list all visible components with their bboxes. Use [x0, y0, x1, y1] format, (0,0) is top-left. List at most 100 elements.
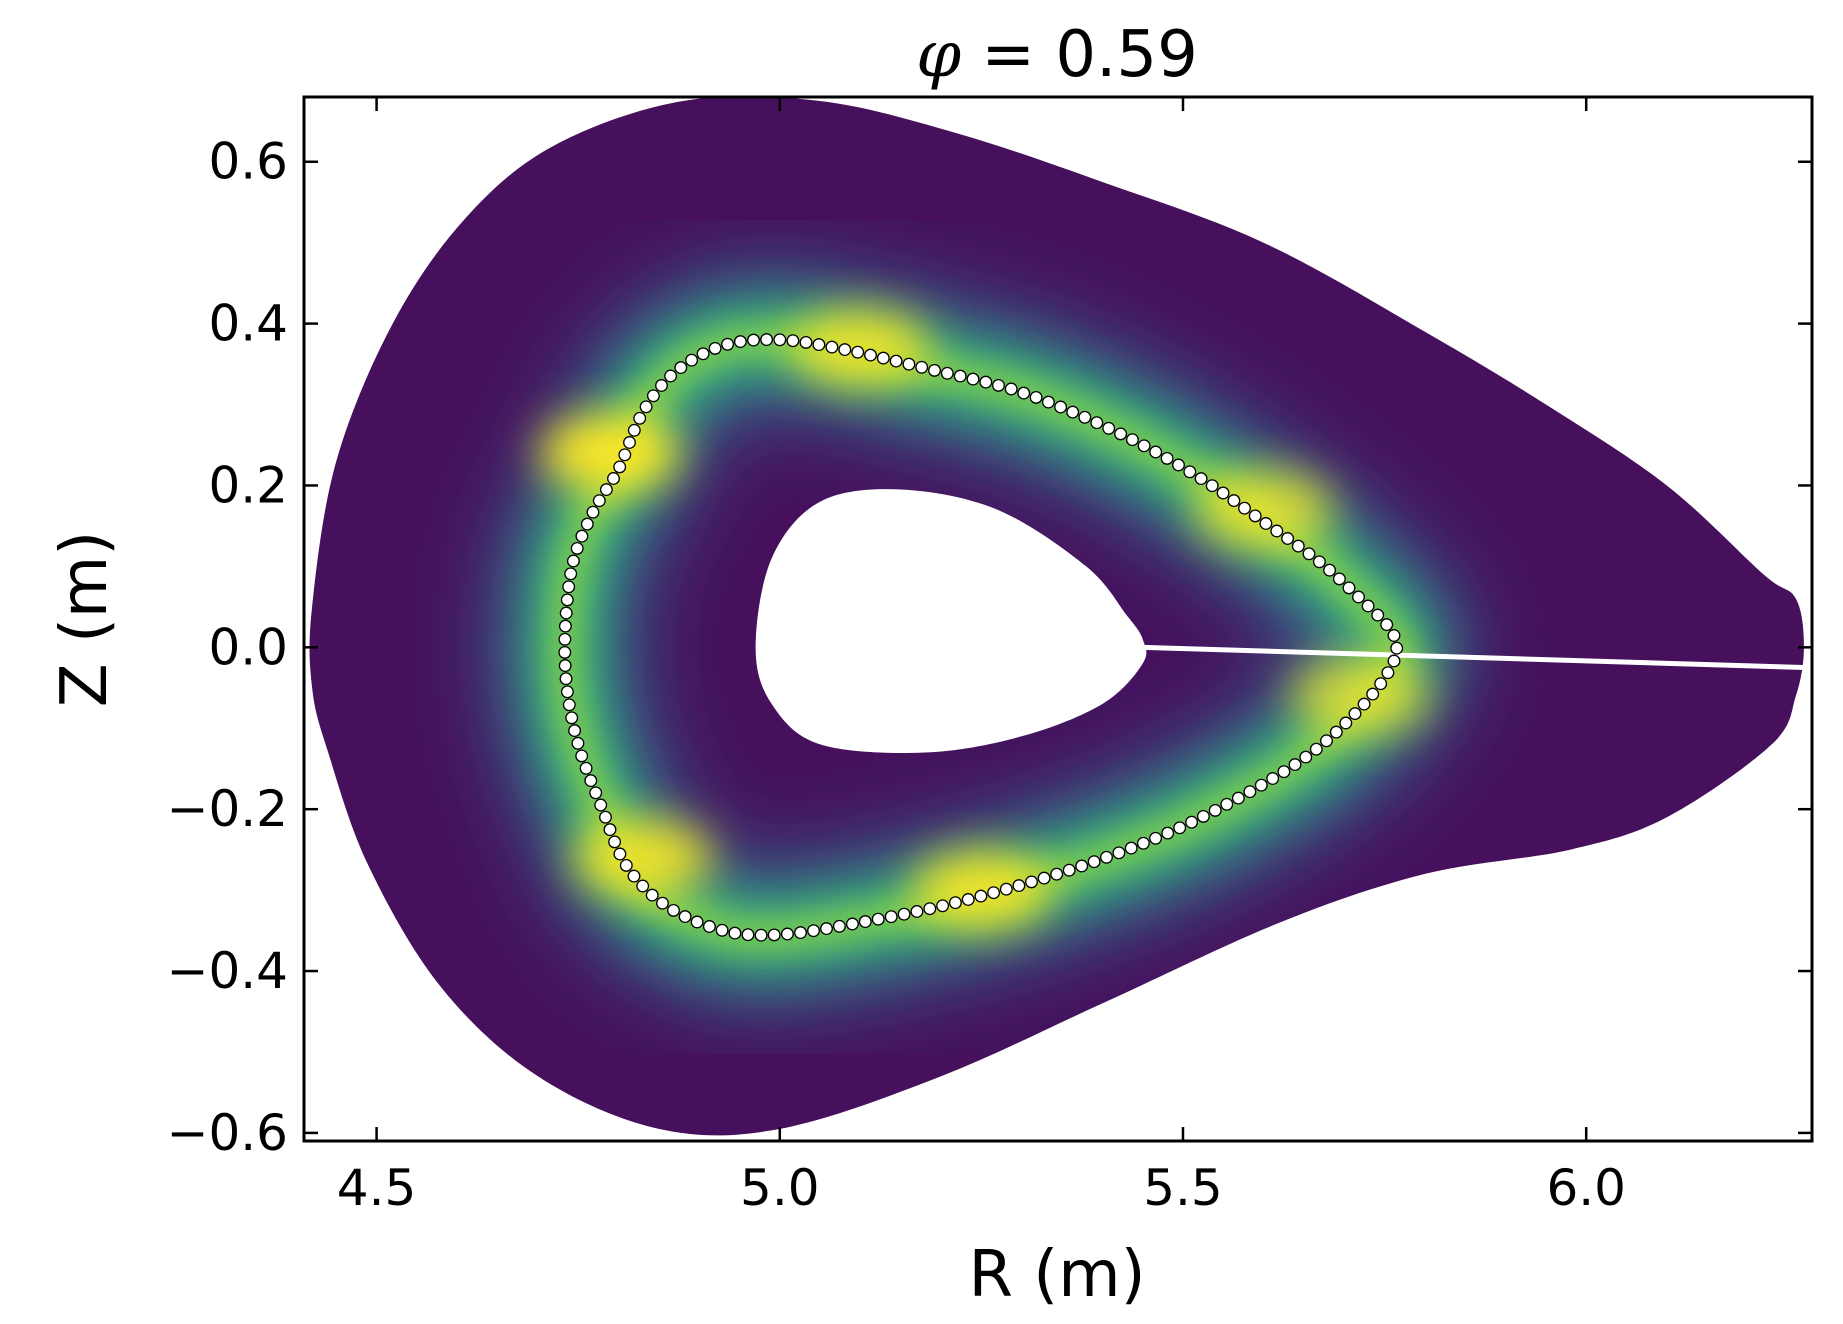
axes-frame [302, 95, 1814, 1143]
slit-gap [1142, 644, 1805, 671]
ridge-marker [715, 923, 729, 937]
ridge-marker [812, 338, 826, 352]
ridge-marker [897, 907, 911, 921]
x-tick-label: 4.5 [337, 1159, 417, 1217]
title-text: = 0.59 [961, 18, 1198, 92]
ridge-marker [1017, 386, 1031, 400]
ridge-marker [1332, 572, 1346, 586]
ridge-marker [655, 379, 668, 392]
ridge-marker [1348, 707, 1362, 721]
ridge-marker [1029, 390, 1043, 404]
ridge-marker [623, 436, 636, 449]
ridge-marker [940, 366, 954, 380]
ridge-marker [1054, 400, 1068, 414]
ridge-marker [1291, 539, 1305, 553]
hotspot [1290, 655, 1431, 736]
ridge-marker [1342, 581, 1356, 595]
hotspot [540, 413, 681, 494]
ridge-marker [987, 886, 1001, 900]
ridge-marker [733, 335, 747, 349]
ridge-marker [1323, 563, 1337, 577]
ridge-marker [1329, 725, 1343, 739]
ridge-marker [627, 423, 641, 437]
ridge-marker [592, 494, 606, 508]
ridge-marker [580, 517, 594, 531]
ridge-marker [884, 910, 898, 924]
ridge-marker [575, 749, 589, 763]
ridge-marker [674, 361, 688, 375]
ridge-marker [599, 810, 612, 824]
ridge-marker [1012, 879, 1026, 893]
y-tick-label: −0.2 [167, 780, 288, 838]
ridge-marker [992, 378, 1005, 392]
ridge-marker [1259, 517, 1273, 530]
ridge-marker [754, 928, 768, 942]
y-axis: −0.6 −0.4 −0.2 0.0 0.2 0.4 0.6 [167, 133, 1812, 1162]
ridge-marker [820, 922, 833, 936]
ridge-marker [1352, 590, 1365, 604]
ridge-marker [838, 343, 852, 357]
ridge-marker [1243, 785, 1257, 799]
ridge-marker [1361, 599, 1375, 613]
ridge-marker [1371, 608, 1385, 622]
ridge-marker [845, 917, 859, 931]
x-tick-label: 5.5 [1143, 1159, 1223, 1217]
ridge-marker [1136, 836, 1150, 850]
ridge-marker [571, 736, 585, 750]
ridge-marker [871, 912, 885, 926]
ridge-marker [690, 915, 704, 929]
ridge-marker [773, 333, 787, 347]
ridge-marker [747, 333, 760, 347]
ridge-marker [1380, 618, 1394, 632]
plot-area [309, 97, 1805, 1136]
ridge-marker [910, 905, 924, 918]
ridge-marker [915, 360, 929, 374]
ridge-marker [741, 928, 755, 942]
ridge-marker [560, 593, 574, 607]
ridge-marker [1231, 791, 1245, 805]
ridge-marker [1090, 416, 1104, 430]
ridge-marker [928, 363, 941, 377]
ridge-marker [619, 858, 633, 872]
ridge-marker [1381, 666, 1395, 680]
ridge-marker [999, 882, 1013, 896]
ridge-marker [603, 823, 617, 837]
ridge-marker [599, 483, 613, 497]
ridge-marker [1270, 524, 1284, 538]
ridge-marker [584, 774, 598, 788]
ridge-marker [559, 672, 573, 686]
ridge-marker [708, 341, 722, 355]
ridge-marker [1004, 382, 1018, 396]
ridge-marker [1216, 486, 1230, 500]
ridge-marker [608, 835, 622, 849]
ridge-marker [559, 606, 573, 620]
ridge-marker [565, 711, 579, 725]
y-axis-title: Z (m) [48, 531, 122, 707]
ridge-marker [613, 847, 627, 861]
ridge-marker [589, 786, 603, 800]
ridge-marker [966, 372, 980, 386]
ridge-marker [974, 889, 988, 903]
y-tick-label: 0.2 [208, 456, 288, 514]
ridge-marker [664, 369, 678, 383]
ridge-marker [618, 448, 632, 462]
ridge-marker [1302, 547, 1316, 561]
y-tick-label: −0.4 [167, 942, 288, 1000]
ridge-marker [1172, 458, 1185, 472]
ridge-marker [1041, 395, 1055, 409]
ridge-marker [832, 919, 846, 933]
x-axis-title: R (m) [968, 1238, 1145, 1312]
ridge-marker [575, 529, 589, 543]
hotspot [572, 817, 713, 898]
ridge-marker [1277, 765, 1291, 779]
title-symbol: φ [916, 18, 961, 92]
ridge-marker [1183, 465, 1197, 479]
ridge-marker [1137, 439, 1151, 453]
ridge-marker [1100, 850, 1113, 864]
ridge-marker [558, 619, 572, 633]
ridge-marker [1339, 716, 1353, 730]
ridge-marker [607, 472, 620, 485]
ridge-marker [961, 893, 975, 906]
ridge-marker [767, 928, 781, 942]
